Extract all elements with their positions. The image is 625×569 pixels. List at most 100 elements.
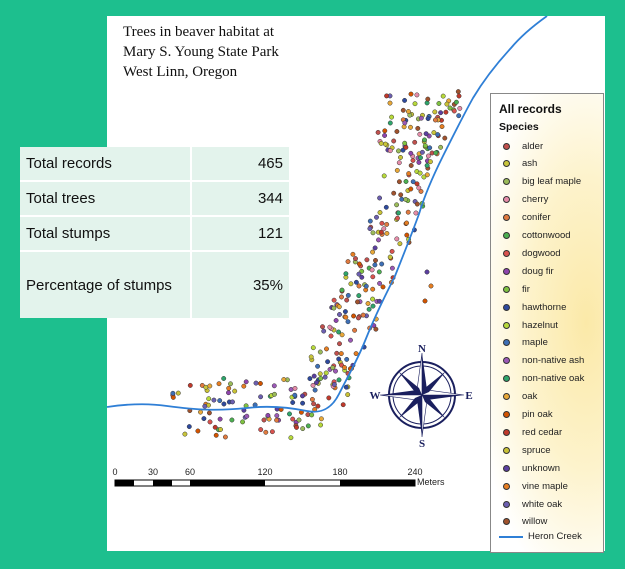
tree-point [421, 174, 427, 180]
tree-point [217, 398, 223, 404]
tree-point [422, 137, 427, 143]
tree-point [404, 232, 410, 238]
tree-point [288, 435, 294, 441]
tree-point [415, 125, 421, 131]
tree-point [425, 153, 431, 159]
title-line-3: West Linn, Oregon [123, 64, 238, 80]
legend-item-doug-fir: doug fir [503, 264, 554, 278]
legend-swatch [503, 482, 510, 490]
legend-item-non-native-ash: non-native ash [503, 354, 584, 368]
tree-point [389, 114, 395, 120]
tree-point [404, 220, 410, 226]
legend-item-red-cedar: red cedar [503, 425, 562, 439]
tree-point [398, 154, 403, 160]
tree-point [300, 400, 306, 406]
compass-e-label: E [465, 390, 472, 402]
tree-point [402, 120, 408, 126]
tree-point [207, 419, 213, 425]
tree-point [290, 416, 296, 422]
tree-point [353, 256, 358, 262]
tree-point [355, 315, 361, 321]
tree-point [356, 261, 362, 267]
legend-swatch [503, 285, 510, 293]
tree-point [439, 124, 445, 130]
tree-point [345, 259, 351, 265]
stat-value: 121 [191, 216, 289, 252]
tree-point [381, 173, 387, 179]
stats-row: Total trees 344 [20, 181, 289, 217]
legend-swatch [503, 375, 510, 383]
tree-point [403, 179, 409, 184]
legend-label: big leaf maple [522, 176, 582, 188]
stat-label: Total stumps [20, 216, 192, 252]
tree-point [318, 416, 324, 422]
tree-point [384, 221, 390, 227]
tree-point [377, 280, 383, 286]
tree-point [364, 257, 370, 263]
tree-point [213, 432, 219, 438]
tree-point [343, 384, 349, 390]
scale-tick-label: 120 [257, 467, 272, 477]
tree-point [396, 160, 402, 166]
tree-point [240, 419, 246, 425]
tree-point [455, 89, 461, 95]
tree-point [444, 101, 450, 107]
stats-row: Total stumps 121 [20, 216, 289, 252]
tree-point [356, 293, 362, 299]
tree-point [325, 359, 331, 365]
tree-point [309, 412, 315, 418]
tree-point [331, 382, 337, 387]
tree-point [381, 226, 387, 232]
tree-point [287, 411, 292, 417]
tree-point [375, 129, 381, 135]
tree-point [315, 403, 321, 409]
tree-point [438, 144, 444, 150]
stats-row: Percentage of stumps 35% [20, 251, 289, 318]
tree-point [175, 390, 181, 396]
legend-label: maple [522, 337, 548, 349]
tree-point [333, 368, 338, 374]
legend-item-oak: oak [503, 390, 537, 404]
tree-point [356, 283, 362, 289]
tree-point [435, 132, 441, 138]
tree-point [413, 210, 419, 216]
legend-item-big-leaf-maple: big leaf maple [503, 175, 581, 189]
tree-point [384, 93, 390, 99]
tree-point [206, 396, 212, 402]
tree-point [410, 179, 416, 185]
tree-point [374, 214, 379, 220]
legend-label: ash [522, 158, 538, 170]
tree-point [318, 422, 324, 428]
tree-point [414, 181, 420, 187]
tree-point [394, 202, 400, 208]
tree-point [408, 91, 414, 97]
legend-item-pin-oak: pin oak [503, 408, 553, 422]
tree-point [343, 314, 349, 320]
tree-point [320, 324, 325, 330]
legend-item-heron-creek: Heron Creek [499, 531, 582, 542]
tree-point [351, 313, 357, 319]
tree-point [391, 138, 397, 144]
legend-item-spruce: spruce [503, 443, 551, 457]
legend-item-dogwood: dogwood [503, 246, 561, 260]
tree-point [376, 237, 381, 243]
tree-point [356, 271, 362, 277]
tree-point [317, 371, 323, 377]
tree-point [398, 192, 404, 198]
legend-item-unknown: unknown [503, 461, 560, 475]
tree-point [403, 196, 409, 202]
tree-point [355, 299, 360, 305]
scale-tick-label: 0 [112, 467, 117, 477]
tree-point [428, 283, 434, 289]
tree-point [400, 107, 406, 113]
scale-bar: 0 30 60 120 180 240 Meters [112, 467, 445, 487]
legend-item-ash: ash [503, 157, 537, 171]
legend-item-hawthorne: hawthorne [503, 300, 566, 314]
tree-point [207, 383, 213, 389]
tree-point [331, 297, 337, 303]
tree-point [226, 390, 231, 396]
tree-point [405, 209, 411, 215]
map-title: Trees in beaver habitat at Mary S. Young… [123, 22, 279, 82]
tree-point [314, 380, 319, 386]
tree-point [326, 395, 332, 401]
